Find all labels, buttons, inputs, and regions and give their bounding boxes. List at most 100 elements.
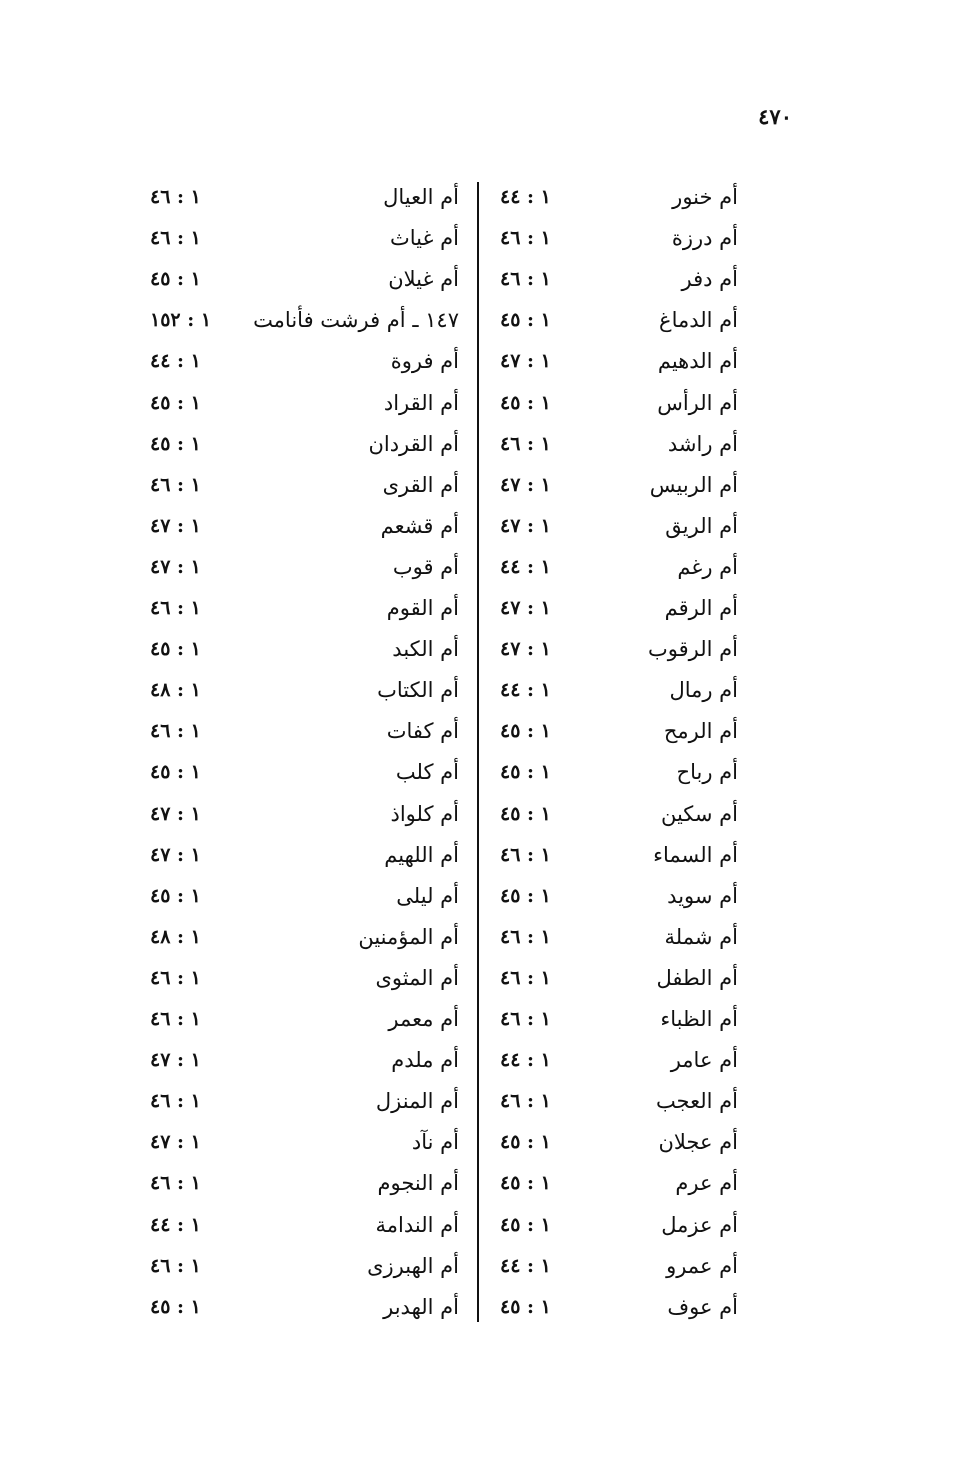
index-entry-reference: ١ : ٤٥ [150,638,201,661]
index-entry-name: أم الظباء [660,1007,738,1031]
index-entry-name: أم عزمل [661,1212,738,1237]
index-entry-name: أم سكين [660,801,738,826]
index-entry-name: أم الندامة [375,1212,459,1237]
index-entry-reference: ١ : ٤٦ [150,597,201,619]
index-entry-reference: ١ : ٤٦ [150,473,201,496]
index-entry-name: أم الطفل [656,965,739,990]
index-entry-reference: ١ : ٤٦ [500,843,551,866]
index-entry-name: أم المؤمنين [358,924,459,949]
index-entry-name: أم القردان [368,431,459,456]
index-entry-reference: ١ : ٤٦ [500,925,551,948]
index-entry-reference: ١ : ٤٥ [500,761,551,784]
index-entry-name: أم عجلان [658,1130,738,1155]
page-number: ٤٧٠ [758,104,792,129]
index-entry-reference: ١ : ٤٦ [150,1090,201,1113]
index-entry-name: أم العيال [383,185,459,209]
index-entry-name: أم كفات [386,719,459,744]
index-entry-name: أم خنور [672,185,738,209]
index-entry-reference: ١ : ٤٦ [500,1090,551,1113]
column-divider [477,182,479,1322]
index-entry-name: أم القوم [386,596,459,620]
index-entry-name: أم القرى [382,472,459,497]
index-entry-reference: ١ : ٤٤ [500,555,551,578]
index-entry-name: أم النجوم [377,1171,460,1196]
index-entry-reference: ١ : ٤٧ [150,1049,201,1072]
index-entry-name: أم الكبد [392,637,459,662]
index-entry-name: أم عمرو [666,1253,738,1278]
index-entry-name: أم الهدبر [383,1294,459,1319]
index-entry-reference: ١ : ٤٤ [150,1213,201,1236]
index-entry-reference: ١ : ٤٦ [500,268,551,291]
index-entry-name: أم راشد [667,431,738,456]
index-entry-name: أم ملدم [391,1048,459,1073]
index-entry-reference: ١ : ٤٥ [500,720,551,743]
index-entry-reference: ١ : ٤٥ [500,1131,551,1154]
index-entry-reference: ١ : ٤٥ [500,1295,551,1318]
index-entry-reference: ١ : ٤٦ [500,966,551,989]
index-entry-name: أم غياث [390,226,459,251]
index-entry-reference: ١ : ٤٦ [500,227,551,250]
index-entry-reference: ١ : ٤٥ [150,432,201,455]
index-entry-name: أم الدهيم [657,349,738,374]
index-entry-reference: ١ : ٤٥ [500,309,551,332]
index-entry-reference: ١ : ٤٧ [150,802,201,825]
index-entry-name: أم فروة [390,349,459,374]
index-entry-name: أم الرمح [663,719,738,744]
index-entry-reference: ١ : ٤٧ [150,555,201,578]
index-entry-name: أم الرقم [664,596,738,620]
index-entry-name: أم سويد [667,883,738,908]
index-entry-reference: ١ : ٤٧ [500,350,551,373]
index-entry-name: أم قشعم [380,513,459,538]
index-entry-name: أم كلواذ [390,801,460,826]
index-entry-name: أم قوب [392,554,459,579]
index-entry-reference: ١ : ٤٧ [500,514,551,537]
index-entry-name: أم غيلان [388,267,459,292]
index-entry-reference: ١ : ٤٦ [500,1008,551,1030]
index-entry-reference: ١ : ٤٥ [500,391,551,414]
index-entry-name: أم المثوى [375,965,459,990]
index-entry-reference: ١ : ٤٦ [150,1172,201,1195]
index-entry-name: أم درزة [671,226,738,251]
index-entry-reference: ١ : ٤٤ [500,1254,551,1277]
index-entry-reference: ١ : ٤٧ [150,843,201,866]
index-entry-name: أم العجب [655,1089,738,1114]
index-entry-reference: ١ : ٤٦ [150,966,201,989]
index-entry-name: أم القراد [383,390,459,415]
index-entry-reference: ١ : ٤٧ [150,1131,201,1154]
index-entry-reference: ١ : ٤٥ [150,1295,201,1318]
index-entry-reference: ١ : ٤٧ [500,473,551,496]
index-entry-name: أم الهبرزى [367,1253,459,1278]
index-entry-reference: ١ : ٤٥ [500,802,551,825]
index-entry-name: أم دفر [681,267,739,292]
index-entry-reference: ١ : ٤٤ [500,679,551,702]
index-entry-name: ١٤٧ ـ أم فرشت فأنامت [253,308,459,333]
index-entry-name: أم الرأس [657,390,738,415]
index-entry-reference: ١ : ٤٧ [150,514,201,537]
index-entry-reference: ١ : ٤٦ [150,720,201,743]
index-entry-name: أم رباح [676,760,738,785]
index-entry-name: أم عوف [667,1294,738,1319]
index-entry-reference: ١ : ٤٥ [150,268,201,291]
index-entry-name: أم نآد [411,1130,459,1155]
index-entry-reference: ١ : ٤٥ [500,1172,551,1195]
index-entry-reference: ١ : ٤٤ [500,1049,551,1072]
index-entry-name: أم الكتاب [377,678,459,703]
index-entry-name: أم ليلى [396,883,459,908]
index-entry-name: أم رمال [669,678,738,703]
index-entry-name: أم عرم [675,1171,738,1196]
index-entry-name: أم الريق [665,513,738,538]
index-entry-name: أم السماء [653,842,738,867]
index-entry-reference: ١ : ٤٦ [150,186,201,208]
index-entry-name: أم معمر [388,1007,459,1031]
index-entry-reference: ١ : ٤٧ [500,638,551,661]
index-entry-name: أم كلب [395,760,459,785]
index-entry-reference: ١ : ٤٤ [150,350,201,373]
index-entry-reference: ١ : ٤٥ [150,391,201,414]
index-entry-name: أم عامر [670,1048,738,1073]
index-entry-name: أم شملة [664,924,738,949]
index-entry-reference: ١ : ٤٤ [500,186,551,208]
index-entry-name: أم المنزل [375,1089,459,1114]
index-entry-reference: ١ : ٤٧ [500,597,551,619]
index-entry-reference: ١ : ٤٥ [500,1213,551,1236]
index-entry-reference: ١ : ٤٥ [150,884,201,907]
